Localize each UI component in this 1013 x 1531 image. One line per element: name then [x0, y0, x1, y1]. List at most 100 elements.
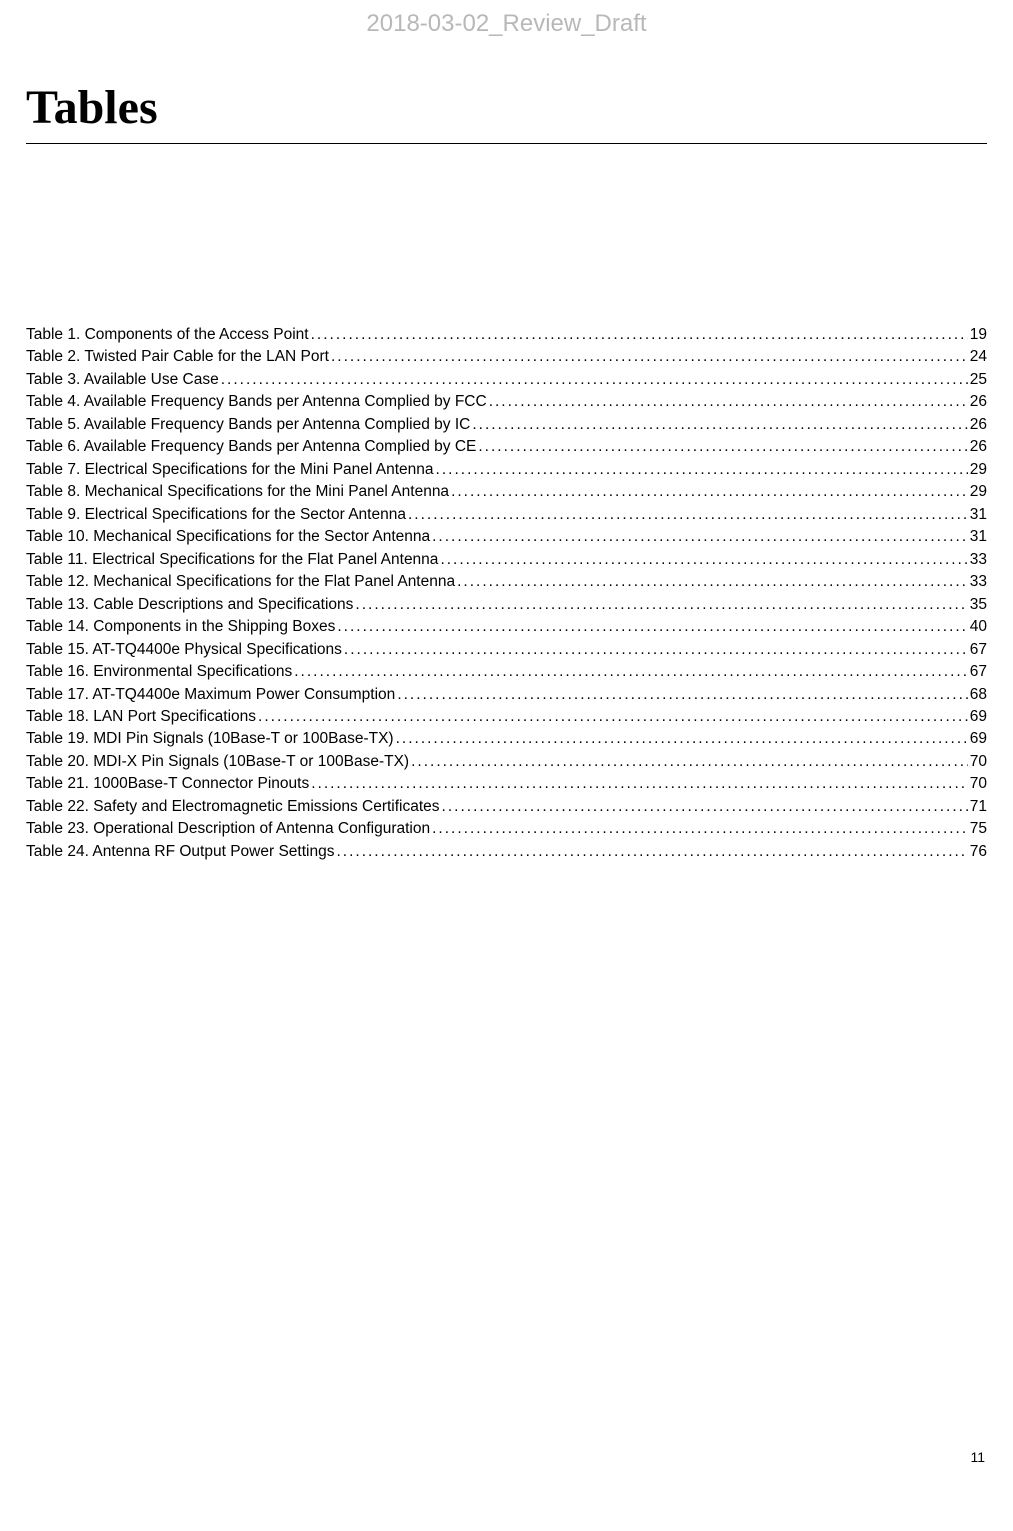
toc-entry: Table 16. Environmental Specifications 6… [26, 661, 987, 683]
toc-entry: Table 24. Antenna RF Output Power Settin… [26, 841, 987, 863]
toc-entry-label: Table 5. Available Frequency Bands per A… [26, 414, 470, 436]
toc-entry: Table 13. Cable Descriptions and Specifi… [26, 594, 987, 616]
toc-entry-page: 33 [970, 549, 987, 571]
toc-entry: Table 15. AT-TQ4400e Physical Specificat… [26, 639, 987, 661]
toc-leader-dots [355, 594, 967, 616]
toc-entry: Table 22. Safety and Electromagnetic Emi… [26, 796, 987, 818]
toc-entry-label: Table 19. MDI Pin Signals (10Base-T or 1… [26, 728, 394, 750]
toc-entry-page: 29 [970, 459, 987, 481]
toc-entry-page: 33 [970, 571, 987, 593]
toc-entry-page: 76 [970, 841, 987, 863]
toc-entry: Table 1. Components of the Access Point … [26, 324, 987, 346]
toc-entry: Table 5. Available Frequency Bands per A… [26, 414, 987, 436]
toc-entry-label: Table 24. Antenna RF Output Power Settin… [26, 841, 334, 863]
toc-entry-page: 26 [970, 436, 987, 458]
toc-entry: Table 4. Available Frequency Bands per A… [26, 391, 987, 413]
toc-leader-dots [440, 549, 967, 571]
toc-entry: Table 7. Electrical Specifications for t… [26, 459, 987, 481]
toc-leader-dots [408, 504, 968, 526]
toc-entry-page: 25 [970, 369, 987, 391]
page-content: Tables Table 1. Components of the Access… [0, 0, 1013, 863]
toc-entry-page: 68 [970, 684, 987, 706]
toc-entry-label: Table 2. Twisted Pair Cable for the LAN … [26, 346, 329, 368]
toc-entry-page: 67 [970, 661, 987, 683]
toc-entry-page: 24 [970, 346, 987, 368]
toc-leader-dots [436, 459, 968, 481]
toc-entry-label: Table 21. 1000Base-T Connector Pinouts [26, 773, 309, 795]
toc-entry: Table 9. Electrical Specifications for t… [26, 504, 987, 526]
toc-entry-label: Table 11. Electrical Specifications for … [26, 549, 438, 571]
toc-leader-dots [258, 706, 968, 728]
toc-leader-dots [336, 841, 967, 863]
toc-leader-dots [457, 571, 968, 593]
page-number: 11 [970, 1449, 985, 1465]
toc-entry-label: Table 12. Mechanical Specifications for … [26, 571, 455, 593]
toc-leader-dots [442, 796, 968, 818]
toc-leader-dots [432, 818, 968, 840]
toc-leader-dots [311, 324, 968, 346]
toc-entry-label: Table 18. LAN Port Specifications [26, 706, 256, 728]
toc-entry-page: 35 [970, 594, 987, 616]
toc-entry: Table 11. Electrical Specifications for … [26, 549, 987, 571]
tables-toc: Table 1. Components of the Access Point … [26, 324, 987, 863]
toc-entry-label: Table 14. Components in the Shipping Box… [26, 616, 335, 638]
toc-entry: Table 18. LAN Port Specifications 69 [26, 706, 987, 728]
toc-entry-label: Table 4. Available Frequency Bands per A… [26, 391, 487, 413]
toc-entry-label: Table 1. Components of the Access Point [26, 324, 309, 346]
toc-entry-label: Table 20. MDI-X Pin Signals (10Base-T or… [26, 751, 409, 773]
toc-entry-page: 71 [970, 796, 987, 818]
toc-entry: Table 14. Components in the Shipping Box… [26, 616, 987, 638]
toc-entry-label: Table 7. Electrical Specifications for t… [26, 459, 434, 481]
toc-entry-page: 70 [970, 773, 987, 795]
toc-leader-dots [397, 684, 967, 706]
toc-entry-page: 31 [970, 526, 987, 548]
title-divider [26, 143, 987, 144]
toc-leader-dots [331, 346, 968, 368]
toc-entry: Table 10. Mechanical Specifications for … [26, 526, 987, 548]
toc-entry-label: Table 13. Cable Descriptions and Specifi… [26, 594, 353, 616]
toc-entry-label: Table 3. Available Use Case [26, 369, 219, 391]
toc-entry-page: 70 [970, 751, 987, 773]
toc-entry-page: 26 [970, 391, 987, 413]
toc-entry-label: Table 9. Electrical Specifications for t… [26, 504, 406, 526]
toc-leader-dots [221, 369, 968, 391]
page-title: Tables [26, 80, 987, 135]
toc-entry-label: Table 15. AT-TQ4400e Physical Specificat… [26, 639, 342, 661]
toc-entry-label: Table 22. Safety and Electromagnetic Emi… [26, 796, 440, 818]
toc-entry-page: 19 [970, 324, 987, 346]
toc-entry-page: 40 [970, 616, 987, 638]
toc-leader-dots [432, 526, 968, 548]
watermark-text: 2018-03-02_Review_Draft [0, 10, 1013, 38]
toc-leader-dots [311, 773, 968, 795]
toc-entry: Table 2. Twisted Pair Cable for the LAN … [26, 346, 987, 368]
toc-entry-label: Table 10. Mechanical Specifications for … [26, 526, 430, 548]
toc-entry-page: 26 [970, 414, 987, 436]
toc-entry-label: Table 6. Available Frequency Bands per A… [26, 436, 476, 458]
toc-leader-dots [344, 639, 968, 661]
toc-entry-page: 69 [970, 706, 987, 728]
toc-entry: Table 17. AT-TQ4400e Maximum Power Consu… [26, 684, 987, 706]
toc-leader-dots [472, 414, 967, 436]
toc-entry-page: 75 [970, 818, 987, 840]
toc-leader-dots [337, 616, 967, 638]
toc-entry: Table 6. Available Frequency Bands per A… [26, 436, 987, 458]
toc-leader-dots [478, 436, 967, 458]
toc-entry-label: Table 17. AT-TQ4400e Maximum Power Consu… [26, 684, 395, 706]
toc-leader-dots [396, 728, 968, 750]
toc-entry-label: Table 16. Environmental Specifications [26, 661, 292, 683]
toc-entry-page: 29 [970, 481, 987, 503]
toc-entry: Table 8. Mechanical Specifications for t… [26, 481, 987, 503]
toc-entry: Table 20. MDI-X Pin Signals (10Base-T or… [26, 751, 987, 773]
toc-entry: Table 12. Mechanical Specifications for … [26, 571, 987, 593]
toc-leader-dots [294, 661, 968, 683]
toc-entry-page: 31 [970, 504, 987, 526]
toc-entry: Table 21. 1000Base-T Connector Pinouts 7… [26, 773, 987, 795]
toc-entry: Table 23. Operational Description of Ant… [26, 818, 987, 840]
toc-entry: Table 3. Available Use Case 25 [26, 369, 987, 391]
toc-entry-page: 67 [970, 639, 987, 661]
toc-entry: Table 19. MDI Pin Signals (10Base-T or 1… [26, 728, 987, 750]
toc-leader-dots [489, 391, 968, 413]
toc-leader-dots [451, 481, 968, 503]
toc-leader-dots [411, 751, 968, 773]
toc-entry-page: 69 [970, 728, 987, 750]
